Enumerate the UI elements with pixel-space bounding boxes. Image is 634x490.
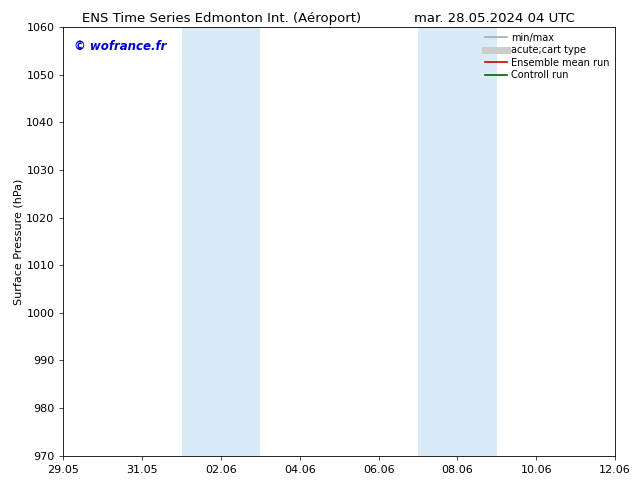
Bar	[418, 27, 497, 456]
Text: ENS Time Series Edmonton Int. (Aéroport): ENS Time Series Edmonton Int. (Aéroport)	[82, 12, 361, 25]
Bar	[181, 27, 261, 456]
Text: © wofrance.fr: © wofrance.fr	[74, 40, 167, 53]
Text: mar. 28.05.2024 04 UTC: mar. 28.05.2024 04 UTC	[414, 12, 575, 25]
Legend: min/max, acute;cart type, Ensemble mean run, Controll run: min/max, acute;cart type, Ensemble mean …	[481, 29, 613, 84]
Y-axis label: Surface Pressure (hPa): Surface Pressure (hPa)	[13, 178, 23, 304]
